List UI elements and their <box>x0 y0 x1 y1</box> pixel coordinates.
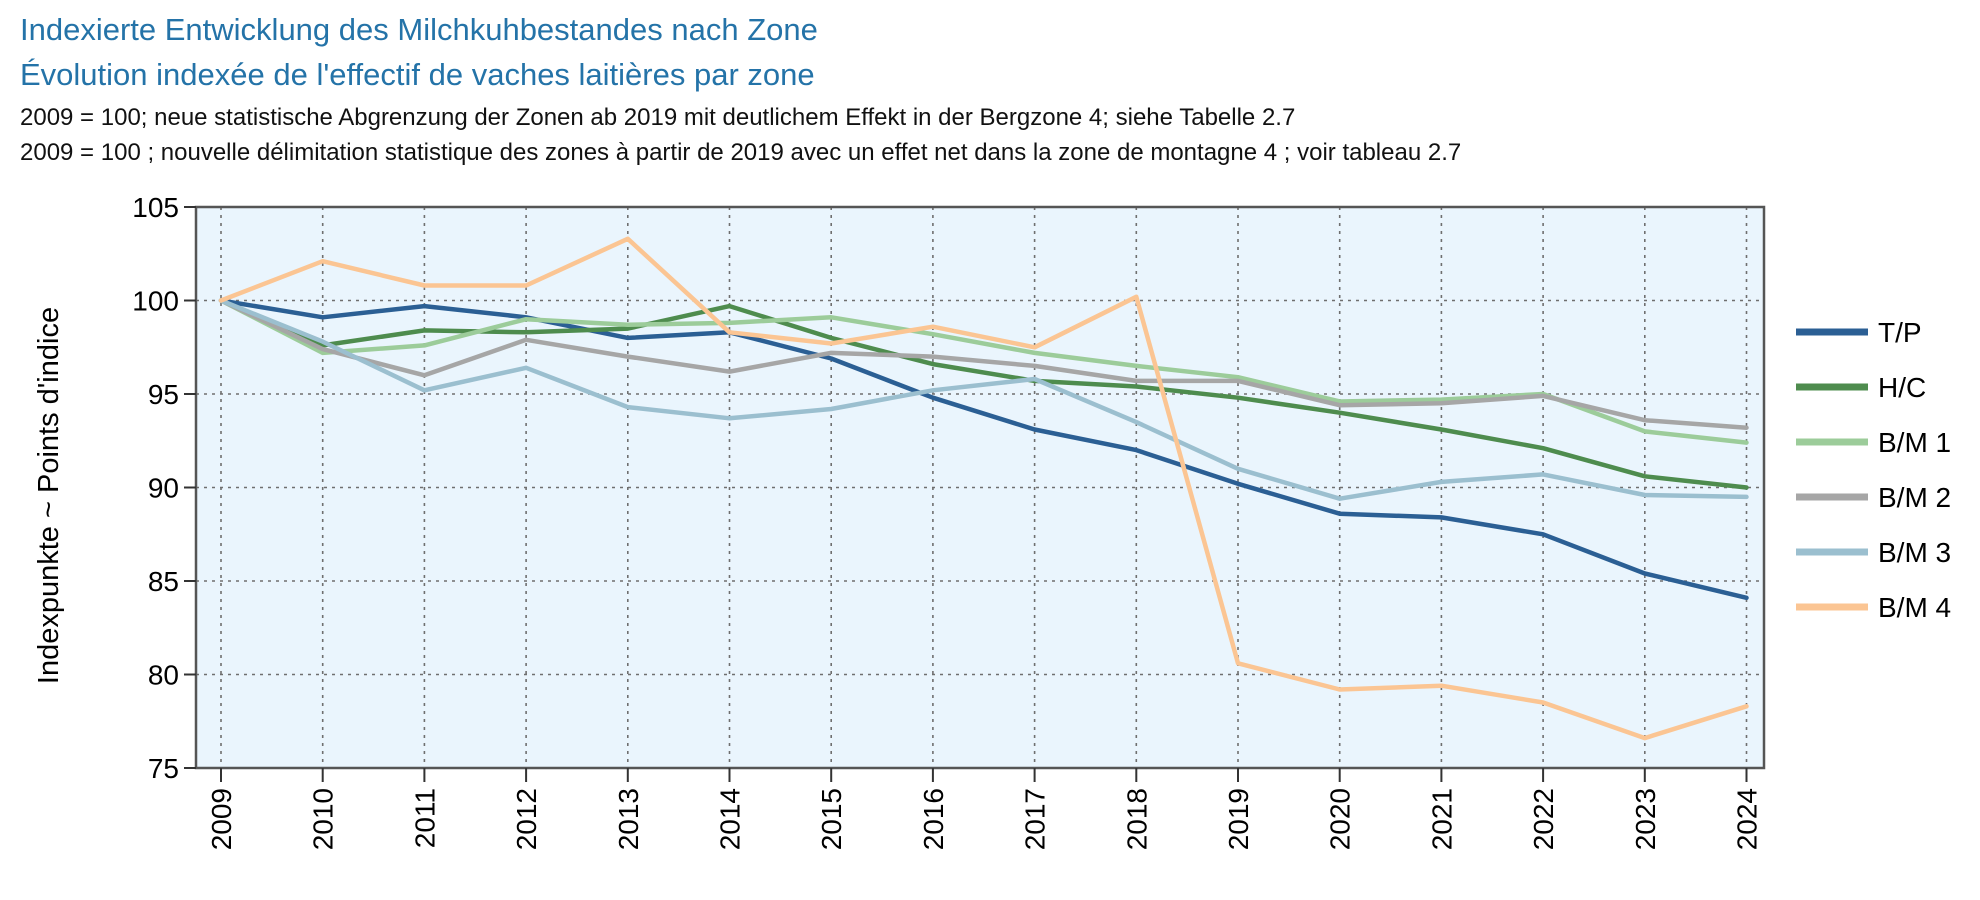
x-tick-label: 2017 <box>1020 788 1051 850</box>
series-line-b-m-4 <box>218 236 1749 741</box>
x-tick-label: 2018 <box>1121 788 1152 850</box>
chart-title-german: Indexierte Entwicklung des Milchkuhbesta… <box>20 12 818 47</box>
series-line-b-m-2 <box>218 298 1749 430</box>
x-tick-label: 2024 <box>1732 788 1763 850</box>
x-tick-label: 2022 <box>1528 788 1559 850</box>
series-line-b-m-1 <box>218 298 1749 445</box>
legend-label: B/M 1 <box>1878 427 1951 458</box>
x-tick-label: 2015 <box>816 788 847 850</box>
y-tick-label: 75 <box>148 753 179 784</box>
x-tick-label: 2023 <box>1630 788 1661 850</box>
x-tick-label: 2016 <box>918 788 949 850</box>
series-line-b-m-3 <box>218 298 1749 501</box>
chart-subtitle-german: 2009 = 100; neue statistische Abgrenzung… <box>20 104 1296 131</box>
chart-title-french: Évolution indexée de l'effectif de vache… <box>20 57 815 92</box>
y-tick-label: 80 <box>148 660 179 691</box>
legend-label: B/M 2 <box>1878 482 1951 513</box>
x-tick-label: 2021 <box>1426 788 1457 850</box>
legend-label: B/M 3 <box>1878 537 1951 568</box>
y-tick-label: 90 <box>148 473 179 504</box>
y-tick-label: 85 <box>148 566 179 597</box>
y-tick-label: 100 <box>132 286 179 317</box>
x-tick-label: 2010 <box>308 788 339 850</box>
legend-label: B/M 4 <box>1878 592 1951 623</box>
legend-label: T/P <box>1878 317 1922 348</box>
x-tick-label: 2019 <box>1223 788 1254 850</box>
x-tick-label: 2013 <box>613 788 644 850</box>
y-tick-label: 105 <box>132 192 179 223</box>
x-tick-label: 2014 <box>715 788 746 850</box>
y-tick-label: 95 <box>148 379 179 410</box>
series-line-t-p <box>218 298 1749 601</box>
x-tick-label: 2011 <box>409 788 440 848</box>
chart-subtitle-french: 2009 = 100 ; nouvelle délimitation stati… <box>20 139 1462 166</box>
x-tick-label: 2009 <box>206 788 237 850</box>
y-axis-label: Indexpunkte ~ Points d'indice <box>33 307 65 684</box>
x-tick-label: 2012 <box>511 788 542 850</box>
x-tick-label: 2020 <box>1325 788 1356 850</box>
legend-label: H/C <box>1878 372 1926 403</box>
